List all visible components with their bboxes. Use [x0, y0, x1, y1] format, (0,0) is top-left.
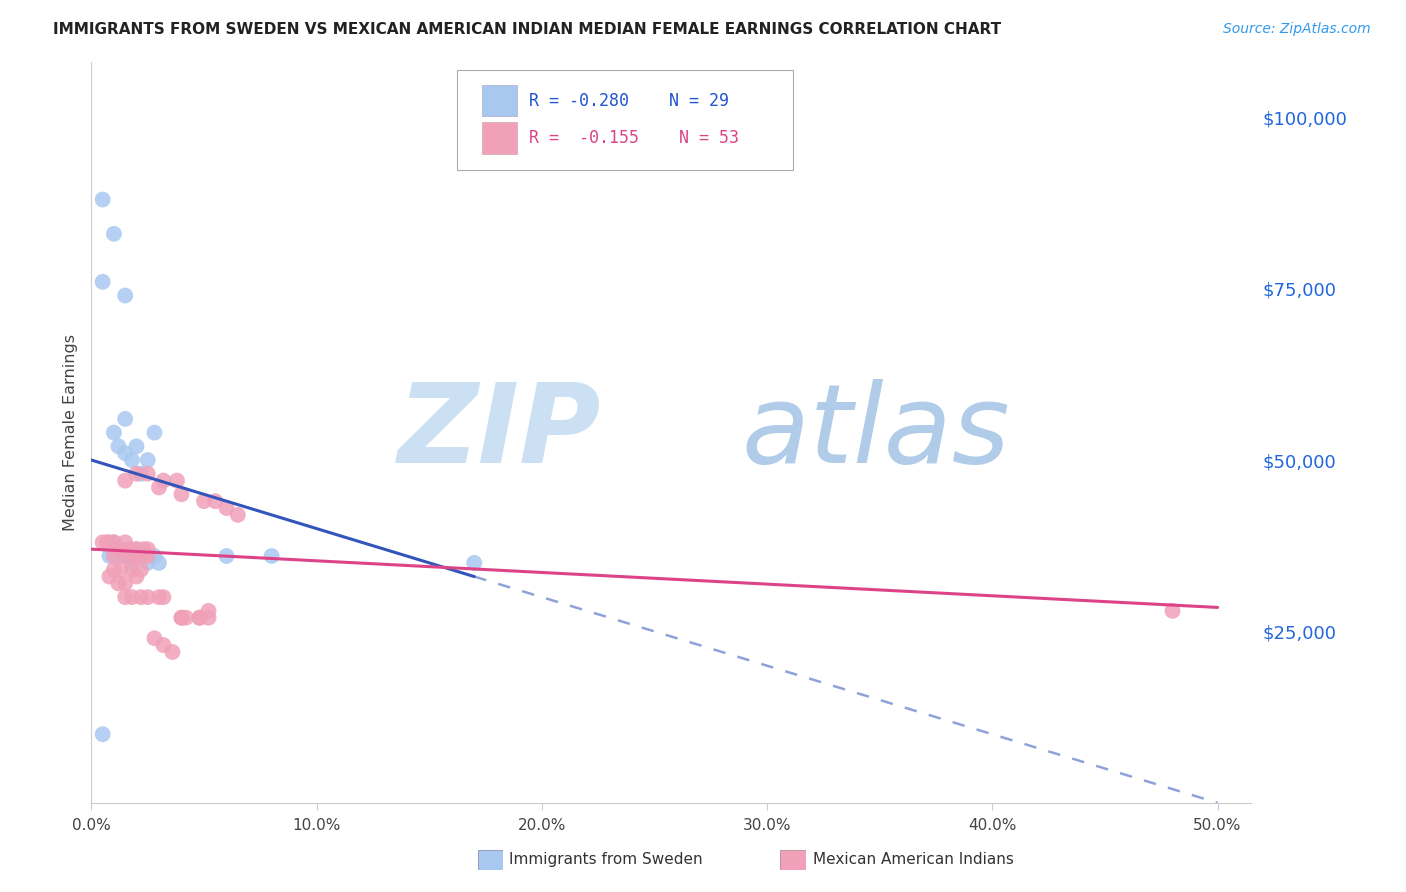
Text: atlas: atlas [741, 379, 1010, 486]
Point [162, 645, 184, 659]
Point [121, 549, 143, 563]
Point [152, 638, 174, 652]
Point [103, 425, 125, 440]
Point [91, 535, 114, 549]
Point [215, 549, 238, 563]
Point [188, 610, 211, 624]
Point [174, 610, 197, 624]
Point [132, 542, 155, 557]
Point [260, 549, 283, 563]
Point [103, 563, 125, 577]
Point [98, 549, 121, 563]
Point [125, 569, 148, 583]
Point [114, 446, 136, 460]
Point [114, 412, 136, 426]
Point [143, 425, 166, 440]
Point [121, 556, 143, 570]
Text: R =  -0.155    N = 53: R = -0.155 N = 53 [529, 129, 738, 147]
Text: ZIP: ZIP [398, 379, 602, 486]
Point [91, 727, 114, 741]
Point [170, 487, 193, 501]
Point [110, 542, 132, 557]
Point [125, 542, 148, 557]
Point [152, 590, 174, 604]
Point [96, 535, 118, 549]
Point [188, 610, 211, 624]
Point [125, 439, 148, 453]
Point [204, 494, 226, 508]
Point [148, 480, 170, 494]
Point [170, 610, 193, 624]
Point [103, 227, 125, 241]
Point [166, 474, 188, 488]
Point [136, 590, 159, 604]
Point [121, 453, 143, 467]
Text: R = -0.280    N = 29: R = -0.280 N = 29 [529, 92, 728, 110]
Point [114, 288, 136, 302]
Point [193, 494, 215, 508]
Point [170, 610, 193, 624]
Point [114, 535, 136, 549]
Point [91, 193, 114, 207]
Bar [482, 86, 517, 117]
Point [136, 467, 159, 481]
Point [152, 474, 174, 488]
Point [103, 535, 125, 549]
Point [1161, 604, 1184, 618]
Y-axis label: Median Female Earnings: Median Female Earnings [62, 334, 77, 531]
Point [103, 535, 125, 549]
Point [118, 542, 141, 557]
Point [91, 275, 114, 289]
Point [136, 549, 159, 563]
Text: Mexican American Indians: Mexican American Indians [813, 853, 1014, 867]
Point [463, 556, 485, 570]
Point [125, 542, 148, 557]
Point [107, 549, 129, 563]
FancyBboxPatch shape [457, 70, 793, 169]
Point [148, 590, 170, 604]
Text: Source: ZipAtlas.com: Source: ZipAtlas.com [1223, 22, 1371, 37]
Point [121, 590, 143, 604]
Point [215, 501, 238, 516]
Bar [482, 122, 517, 153]
Point [136, 556, 159, 570]
Text: IMMIGRANTS FROM SWEDEN VS MEXICAN AMERICAN INDIAN MEDIAN FEMALE EARNINGS CORRELA: IMMIGRANTS FROM SWEDEN VS MEXICAN AMERIC… [53, 22, 1001, 37]
Point [125, 549, 148, 563]
Point [107, 542, 129, 557]
Point [197, 604, 219, 618]
Point [143, 549, 166, 563]
Point [103, 549, 125, 563]
Point [121, 549, 143, 563]
Point [98, 569, 121, 583]
Point [114, 590, 136, 604]
Point [136, 542, 159, 557]
Point [129, 467, 152, 481]
Point [129, 590, 152, 604]
Text: Immigrants from Sweden: Immigrants from Sweden [509, 853, 703, 867]
Point [98, 535, 121, 549]
Point [125, 467, 148, 481]
Point [107, 576, 129, 591]
Point [143, 632, 166, 646]
Point [129, 549, 152, 563]
Point [114, 549, 136, 563]
Point [148, 556, 170, 570]
Point [129, 549, 152, 563]
Point [107, 542, 129, 557]
Point [107, 439, 129, 453]
Point [226, 508, 249, 522]
Point [114, 474, 136, 488]
Point [121, 563, 143, 577]
Point [110, 563, 132, 577]
Point [197, 610, 219, 624]
Point [129, 563, 152, 577]
Point [114, 549, 136, 563]
Point [136, 453, 159, 467]
Point [114, 576, 136, 591]
